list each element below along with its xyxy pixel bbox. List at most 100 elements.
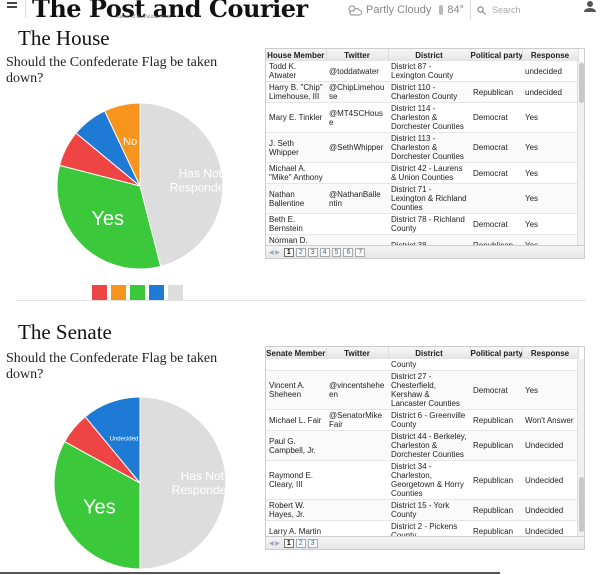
page-button-1[interactable]: 1 (283, 247, 294, 257)
table-row[interactable]: Todd K. Atwater @toddatwater District 87 -… (266, 61, 578, 82)
house-cell-district: District 113 - Charleston & Dorchester C… (388, 132, 470, 163)
house-cell-response: Yes (522, 213, 578, 235)
house-cell-district: District 42 - Laurens & Union Counties (388, 162, 470, 184)
senate-table-pager: ◀ ▶ 1 2 3 (266, 536, 584, 549)
page-button-2[interactable]: 2 (295, 247, 306, 257)
senate-pie-slice-1[interactable] (53, 440, 141, 570)
page-button-6[interactable]: 6 (343, 247, 354, 257)
senate-cell-district: District 15 - York County (388, 499, 470, 521)
page-button-3[interactable]: 3 (307, 247, 318, 257)
house-pie-slice-4[interactable] (103, 102, 141, 187)
house-column-header[interactable]: House Member (266, 49, 327, 61)
table-row[interactable]: Raymond E. Cleary, III District 34 - Char… (266, 460, 578, 500)
senate-table: Senate Member Twitter District Political pa… (265, 346, 585, 550)
house-cell-house-member: Nathan Ballentine (266, 183, 326, 214)
house-cell-response: Yes (522, 183, 578, 214)
senate-cell-senate-member (266, 359, 326, 371)
house-cell-twitter: @SethWhipper (326, 132, 388, 163)
masthead-tagline: Winner of the Pulitzer Prize (115, 15, 171, 20)
senate-cell-senate-member: Raymond E. Cleary, III (266, 460, 326, 500)
masthead-logo[interactable]: The Post and Courier (32, 0, 308, 23)
house-cell-twitter: @NathanBallentin (326, 183, 388, 214)
house-cell-political-party: Republican (470, 81, 522, 103)
senate-pie-slice-label-1: Yes (83, 497, 116, 519)
house-cell-twitter: @ChipLimehouse (326, 81, 388, 103)
legend-swatch-2[interactable] (130, 285, 145, 300)
table-row[interactable]: Paul G. Campbell, Jr. District 44 - Berke… (266, 430, 578, 461)
senate-cell-response: Won't Answer (522, 409, 578, 431)
legend-swatch-3[interactable] (149, 285, 164, 300)
user-account-icon[interactable] (580, 0, 600, 18)
senate-column-header[interactable]: Response (522, 347, 579, 359)
table-row[interactable]: Nathan Ballentine @NathanBallentin Distric… (266, 183, 578, 214)
senate-cell-senate-member: Vincent A. Sheheen (266, 370, 326, 410)
weather-widget[interactable]: Partly Cloudy 84° (346, 4, 464, 16)
table-row[interactable]: Harry B. "Chip" Limehouse, III @ChipLimeh… (266, 81, 578, 103)
thermometer-icon (439, 5, 444, 15)
pager-arrows-icon[interactable]: ◀ ▶ (269, 540, 280, 547)
senate-pie-slice-label-0: Has Not (181, 469, 225, 483)
house-table-scrollbar[interactable] (577, 61, 584, 246)
search-box[interactable]: Search (470, 0, 570, 20)
page-button-2[interactable]: 2 (295, 538, 306, 548)
senate-cell-response: Undecided (522, 460, 578, 500)
legend-swatch-4[interactable] (168, 285, 183, 300)
senate-pie-slice-0[interactable] (139, 396, 227, 570)
house-pie-slice-0[interactable] (139, 102, 224, 268)
table-row[interactable]: J. Seth Whipper @SethWhipper District 113 … (266, 132, 578, 163)
house-cell-house-member: Harry B. "Chip" Limehouse, III (266, 81, 326, 103)
senate-table-scrollbar[interactable] (577, 359, 584, 537)
house-cell-political-party (470, 61, 522, 82)
house-cell-district: District 71 - Lexington & Richland Count… (388, 183, 470, 214)
house-column-header[interactable]: Response (522, 49, 579, 61)
senate-cell-political-party: Democrat (470, 370, 522, 410)
pager-arrows-icon[interactable]: ◀ ▶ (269, 249, 280, 256)
senate-column-header[interactable]: Political party (470, 347, 523, 359)
house-cell-district: District 78 - Richland County (388, 213, 470, 235)
senate-column-header[interactable]: Senate Member (266, 347, 327, 359)
table-row[interactable]: Robert W. Hayes, Jr. District 15 - York C… (266, 499, 578, 521)
weather-condition: Partly Cloudy (366, 4, 432, 16)
house-cell-house-member: Michael A. "Mike" Anthony (266, 162, 326, 184)
house-cell-response: undecided (522, 81, 578, 103)
senate-cell-twitter (326, 499, 388, 521)
bottom-rule (0, 572, 500, 574)
senate-pie-slice-3[interactable] (84, 396, 141, 485)
house-column-header[interactable]: Twitter (326, 49, 389, 61)
senate-pie-slice-label-3: Undecided (110, 436, 139, 442)
house-question: Should the Confederate Flag be taken dow… (6, 55, 218, 86)
table-row[interactable]: Beth E. Bernstein District 78 - Richland … (266, 213, 578, 235)
page-button-7[interactable]: 7 (355, 247, 366, 257)
senate-cell-senate-member: Paul G. Campbell, Jr. (266, 430, 326, 461)
page-button-5[interactable]: 5 (331, 247, 342, 257)
senate-cell-district: County (388, 359, 470, 371)
house-cell-district: District 87 - Lexington County (388, 61, 470, 82)
table-row[interactable]: Mary E. Tinkler @MT4SCHouse District 114 -… (266, 102, 578, 133)
senate-cell-political-party: Republican (470, 430, 522, 461)
senate-cell-twitter: @SenatorMikeFair (326, 409, 388, 431)
house-pie-slice-label-1: Yes (91, 208, 124, 230)
senate-column-header[interactable]: Twitter (326, 347, 389, 359)
house-pie-slice-1[interactable] (56, 164, 162, 270)
house-cell-twitter (326, 162, 388, 184)
house-column-header[interactable]: Political party (470, 49, 523, 61)
house-cell-political-party: Democrat (470, 102, 522, 133)
page-button-4[interactable]: 4 (319, 247, 330, 257)
house-cell-response: Yes (522, 132, 578, 163)
table-row[interactable]: Michael A. "Mike" Anthony District 42 - L… (266, 162, 578, 184)
hamburger-menu-icon[interactable] (2, 0, 26, 18)
page-button-3[interactable]: 3 (307, 538, 318, 548)
legend-swatch-0[interactable] (92, 285, 107, 300)
search-placeholder: Search (492, 5, 521, 15)
senate-column-header[interactable]: District (388, 347, 471, 359)
table-row[interactable]: Michael L. Fair @SenatorMikeFair District … (266, 409, 578, 431)
table-row[interactable]: Vincent A. Sheheen @vincentsheheen Distric… (266, 370, 578, 410)
house-column-header[interactable]: District (388, 49, 471, 61)
senate-cell-twitter (326, 359, 388, 371)
page-button-1[interactable]: 1 (283, 538, 294, 548)
house-cell-political-party: Democrat (470, 213, 522, 235)
table-row[interactable]: County (266, 359, 578, 371)
house-cell-response: undecided (522, 61, 578, 82)
legend-swatch-1[interactable] (111, 285, 126, 300)
house-table-pager: ◀ ▶ 1 2 3 4 5 6 7 (266, 245, 584, 258)
